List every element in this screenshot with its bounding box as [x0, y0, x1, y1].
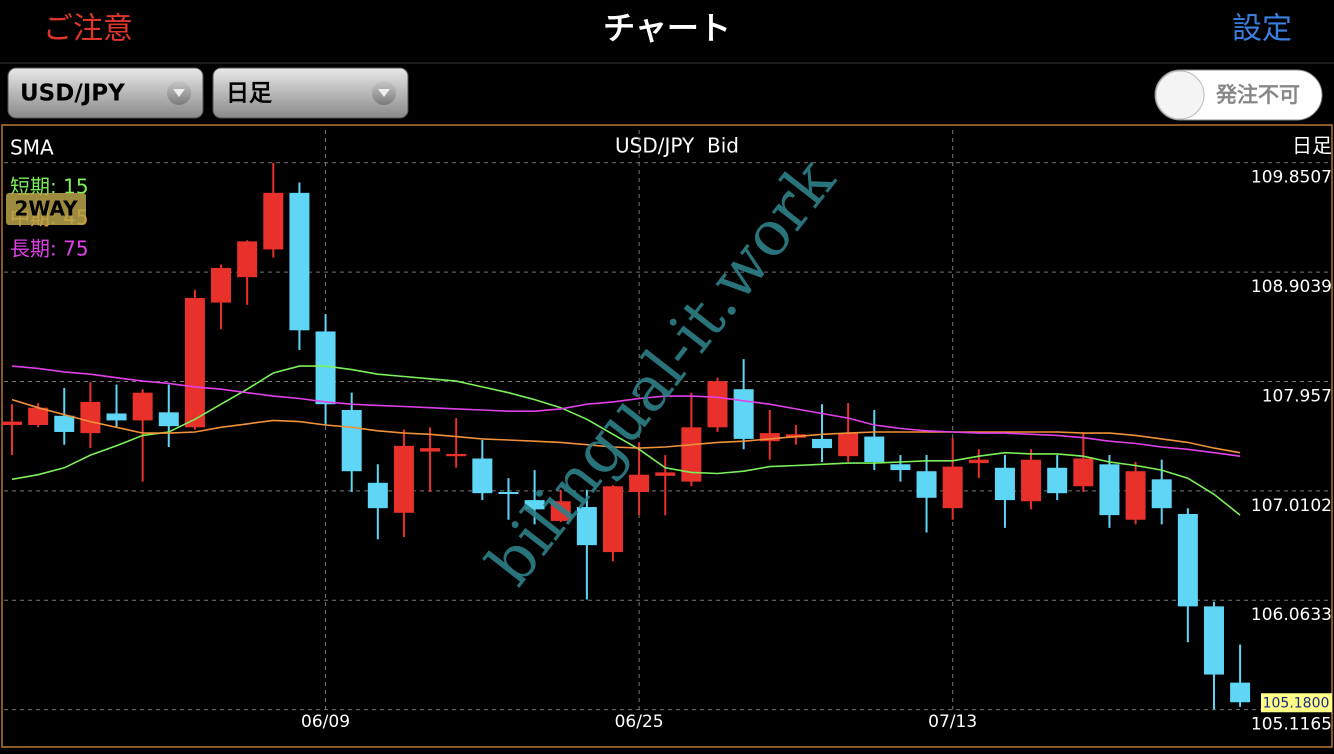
candle-body — [681, 427, 702, 482]
dropdown-label: 日足 — [226, 81, 272, 107]
y-tick-label: 106.0633 — [1251, 605, 1332, 625]
candle-body — [838, 433, 859, 457]
candle-body — [237, 241, 258, 278]
page-title: チャート — [603, 9, 731, 47]
dropdown-box — [7, 67, 204, 119]
candle-body — [315, 331, 336, 405]
candle-body — [707, 381, 728, 428]
candle-body — [1073, 458, 1094, 487]
candle-body — [106, 413, 127, 421]
candle-body — [446, 453, 467, 457]
settings-button[interactable]: 設定 — [1232, 12, 1292, 47]
candle-body — [942, 466, 963, 509]
dropdown-box — [212, 67, 409, 119]
candle-body — [864, 436, 885, 462]
candle-body — [1177, 513, 1198, 607]
candle-body — [890, 464, 911, 471]
current-price-label: 105.1800 — [1263, 695, 1330, 711]
candle-body — [524, 500, 545, 510]
chart-title: USD/JPY Bid — [615, 134, 739, 158]
candle-body — [550, 501, 571, 521]
candle-body — [1230, 682, 1251, 703]
y-tick-label: 108.9039 — [1251, 277, 1332, 297]
candle-body — [1099, 464, 1120, 516]
candle-body — [629, 474, 650, 493]
candle-body — [576, 507, 597, 546]
sma-line — [11, 365, 1241, 516]
period-label: 日足 — [1292, 134, 1332, 158]
candle-body — [1047, 467, 1068, 494]
dropdown-arrow — [173, 89, 185, 97]
candle-body — [80, 401, 101, 434]
candle-body — [28, 407, 49, 426]
candle-body — [393, 445, 414, 513]
candle-body — [602, 486, 623, 553]
candle-body — [759, 433, 780, 442]
candle-body — [54, 415, 75, 432]
candle-body — [420, 448, 441, 452]
candle-body — [968, 459, 989, 464]
warning-button[interactable]: ご注意 — [43, 12, 133, 47]
candle-body — [341, 410, 362, 472]
candle-body — [158, 412, 179, 427]
current-price-box — [1261, 693, 1332, 713]
candle-body — [498, 492, 519, 495]
y-tick-label: 107.957 — [1262, 386, 1332, 406]
candle-body — [916, 471, 937, 498]
sma-line — [11, 365, 1241, 457]
candle-body — [211, 267, 232, 303]
x-tick-label: 06/09 — [301, 712, 350, 732]
badge-box — [6, 193, 86, 225]
sma-line — [11, 398, 1241, 454]
toggle-label: 発注不可 — [1215, 83, 1300, 107]
candle-body — [289, 192, 310, 331]
candle-body — [132, 392, 153, 421]
candle-body — [812, 438, 833, 449]
candle-body — [1021, 459, 1042, 502]
dropdown-arrow — [378, 89, 390, 97]
y-tick-label: 105.1165 — [1251, 715, 1332, 735]
candle-body — [733, 389, 754, 439]
candle-body — [655, 472, 676, 476]
candle-body — [367, 482, 388, 509]
x-tick-label: 06/25 — [615, 712, 664, 732]
candle-body — [2, 421, 22, 426]
y-tick-label: 109.8507 — [1251, 168, 1332, 188]
indicator-label: SMA — [10, 136, 54, 160]
candle-body — [472, 458, 493, 494]
dropdown-label: USD/JPY — [20, 81, 125, 107]
period-dropdown[interactable]: 日足 — [212, 67, 409, 119]
y-tick-label: 107.0102 — [1251, 496, 1332, 516]
badge: 2WAY — [14, 197, 78, 221]
legend-entry: 長期: 75 — [10, 237, 89, 261]
candle-body — [1203, 606, 1224, 675]
candle-body — [1151, 479, 1172, 509]
candle-body — [263, 192, 284, 250]
chart-frame — [1, 124, 1333, 748]
pair-dropdown[interactable]: USD/JPY — [7, 67, 204, 119]
candle-body — [184, 297, 205, 428]
candle-body — [1125, 471, 1146, 520]
x-tick-label: 07/13 — [928, 712, 977, 732]
candle-body — [994, 467, 1015, 501]
order-toggle[interactable]: 発注不可 — [1154, 69, 1323, 121]
toggle-knob — [1155, 70, 1205, 120]
